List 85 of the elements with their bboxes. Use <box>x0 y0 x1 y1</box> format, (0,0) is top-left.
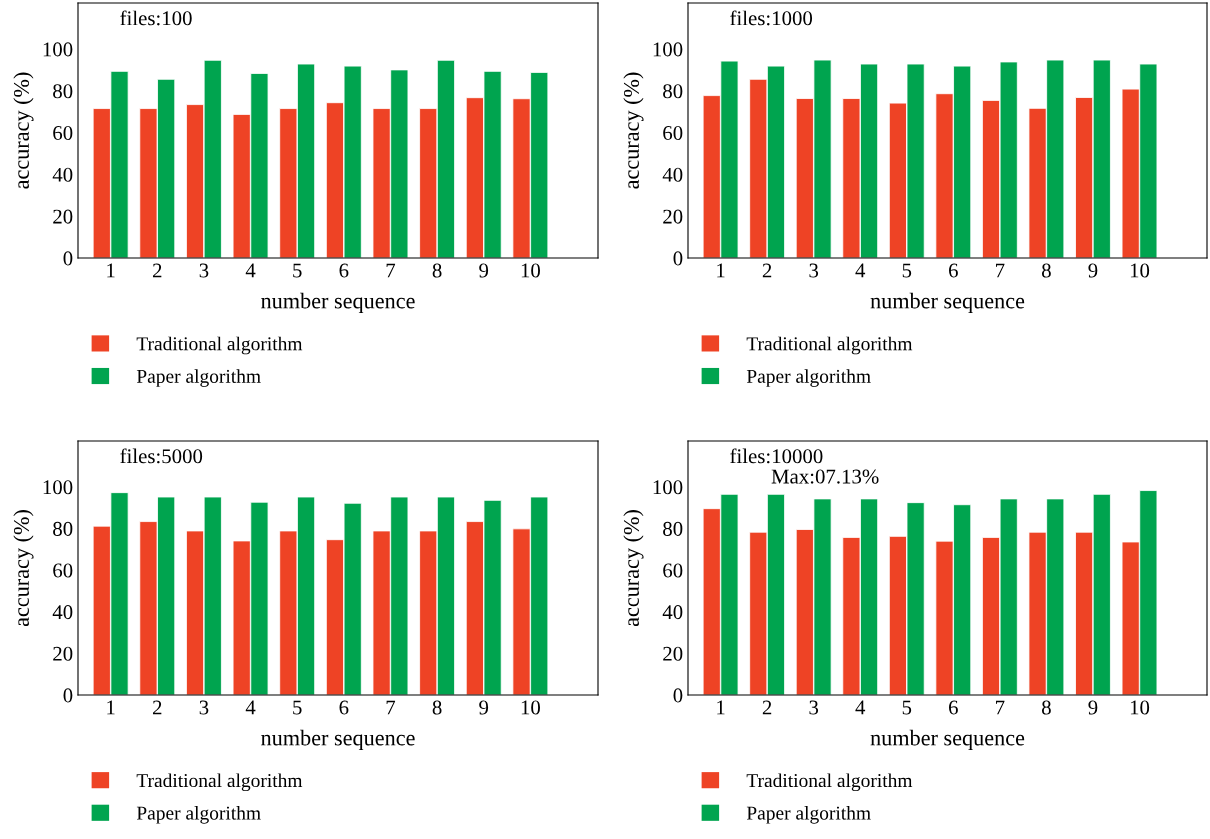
y-tick-label: 0 <box>63 251 73 266</box>
y-tick-label: 40 <box>662 167 683 182</box>
x-tick-label: 3 <box>809 263 819 278</box>
x-tick-label: 6 <box>339 263 349 278</box>
annotation: Max:07.13% <box>771 469 879 484</box>
x-tick-label: 2 <box>152 700 162 715</box>
chart-title: files:100 <box>120 10 192 26</box>
x-tick-label: 3 <box>199 263 209 278</box>
y-tick-label: 0 <box>673 251 683 266</box>
x-tick-label: 6 <box>949 263 958 278</box>
x-tick-label: 8 <box>432 700 442 715</box>
legend-label: Paper algorithm <box>136 369 261 387</box>
y-tick-label: 60 <box>663 563 683 578</box>
y-tick-label: 60 <box>53 125 73 141</box>
legend-label: Traditional algorithm <box>136 773 303 792</box>
x-tick-label: 3 <box>809 700 819 715</box>
x-tick-label: 8 <box>432 263 442 278</box>
y-tick-label: 0 <box>63 688 73 703</box>
x-axis-title: number sequence <box>261 729 415 751</box>
x-tick-label: 5 <box>902 263 912 278</box>
x-tick-label: 4 <box>855 700 866 715</box>
x-tick-label: 5 <box>902 700 912 715</box>
x-tick-label: 2 <box>762 700 772 715</box>
y-axis-title: accuracy (%) <box>13 510 34 627</box>
y-tick-label: 60 <box>663 125 683 141</box>
x-tick-label: 7 <box>996 700 1005 715</box>
y-tick-label: 80 <box>53 521 73 536</box>
legend-label: Paper algorithm <box>746 805 871 824</box>
x-tick-label: 8 <box>1042 263 1051 278</box>
y-tick-label: 20 <box>663 646 683 661</box>
x-tick-label: 3 <box>199 700 209 715</box>
y-tick-label: 40 <box>52 605 73 620</box>
legend-label: Traditional algorithm <box>746 336 913 355</box>
x-tick-label: 4 <box>245 263 256 278</box>
legend-label: Paper algorithm <box>746 369 871 387</box>
x-tick-label: 7 <box>386 263 396 278</box>
x-tick-label: 1 <box>717 263 725 278</box>
x-tick-label: 8 <box>1042 700 1051 715</box>
x-tick-label: 4 <box>855 263 866 278</box>
y-tick-label: 100 <box>43 480 73 495</box>
x-tick-label: 10 <box>521 700 540 715</box>
x-tick-label: 7 <box>996 263 1005 278</box>
x-tick-label: 5 <box>293 263 302 278</box>
y-tick-label: 0 <box>673 688 683 703</box>
x-tick-label: 7 <box>386 700 396 715</box>
y-tick-label: 60 <box>53 563 73 578</box>
x-tick-label: 10 <box>1130 700 1150 715</box>
x-tick-label: 1 <box>107 700 115 715</box>
y-tick-label: 100 <box>653 42 683 57</box>
y-axis-title: accuracy (%) <box>623 510 644 627</box>
x-axis-title: number sequence <box>870 292 1025 314</box>
x-tick-label: 2 <box>152 263 162 278</box>
x-tick-label: 2 <box>762 263 772 278</box>
x-tick-label: 9 <box>1088 263 1098 278</box>
x-tick-label: 9 <box>1088 700 1098 715</box>
x-tick-label: 4 <box>245 700 256 715</box>
legend-label: Traditional algorithm <box>136 336 303 355</box>
y-tick-label: 100 <box>43 42 73 57</box>
chart-title: files:1000 <box>730 10 813 26</box>
x-tick-label: 9 <box>479 263 489 278</box>
y-tick-label: 40 <box>52 167 73 182</box>
x-axis-title: number sequence <box>870 729 1025 751</box>
chart-title: files:10000 <box>730 448 823 464</box>
legend-label: Paper algorithm <box>136 805 261 824</box>
y-tick-label: 20 <box>663 209 683 224</box>
y-axis-title: accuracy (%) <box>623 72 644 189</box>
x-tick-label: 1 <box>717 700 725 715</box>
y-tick-label: 80 <box>663 521 683 536</box>
x-tick-label: 1 <box>107 263 115 278</box>
x-tick-label: 10 <box>521 263 540 278</box>
y-tick-label: 20 <box>53 209 73 224</box>
y-tick-label: 100 <box>653 480 683 495</box>
y-tick-label: 80 <box>53 84 73 99</box>
legend-label: Traditional algorithm <box>746 773 913 792</box>
x-tick-label: 9 <box>479 700 489 715</box>
y-tick-label: 80 <box>663 84 683 99</box>
y-tick-label: 40 <box>662 605 683 620</box>
x-tick-label: 6 <box>339 700 349 715</box>
y-tick-label: 20 <box>53 646 73 661</box>
x-tick-label: 6 <box>949 700 958 715</box>
x-tick-label: 5 <box>293 700 302 715</box>
x-axis-title: number sequence <box>261 292 415 314</box>
x-tick-label: 10 <box>1130 263 1150 278</box>
chart-title: files:5000 <box>120 448 203 464</box>
y-axis-title: accuracy (%) <box>13 72 34 189</box>
